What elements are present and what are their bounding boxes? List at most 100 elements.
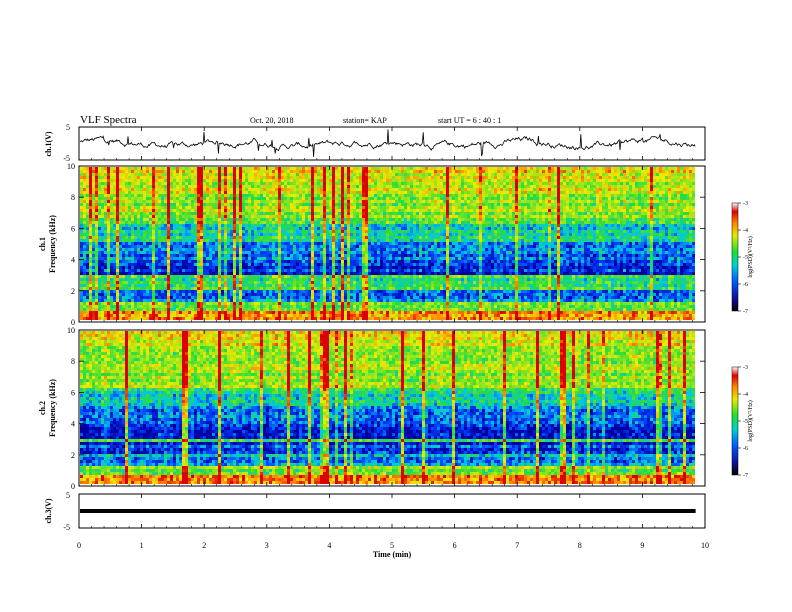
spectrogram-cell <box>164 185 167 188</box>
spectrogram-cell <box>389 218 392 221</box>
spectrogram-cell <box>152 236 155 239</box>
spectrogram-cell <box>665 203 668 206</box>
spectrogram-cell <box>140 209 143 212</box>
spectrogram-cell <box>524 173 527 176</box>
spectrogram-cell <box>599 167 602 170</box>
spectrogram-cell <box>557 185 560 188</box>
spectrogram-cell <box>407 194 410 197</box>
spectrogram-cell <box>245 200 248 203</box>
spectrogram-cell <box>572 179 575 182</box>
spectrogram-cell <box>614 227 617 230</box>
spectrogram-cell <box>146 203 149 206</box>
spectrogram-cell <box>365 182 368 185</box>
spectrogram-cell <box>425 203 428 206</box>
spectrogram-cell <box>590 203 593 206</box>
spectrogram-cell <box>158 185 161 188</box>
spectrogram-cell <box>488 188 491 191</box>
spectrogram-cell <box>179 191 182 194</box>
spectrogram-cell <box>269 221 272 224</box>
spectrogram-cell <box>326 176 329 179</box>
spectrogram-cell <box>101 221 104 224</box>
spectrogram-cell <box>677 230 680 233</box>
spectrogram-cell <box>95 194 98 197</box>
spectrogram-cell <box>317 200 320 203</box>
spectrogram-cell <box>548 203 551 206</box>
spectrogram-cell <box>326 233 329 236</box>
spectrogram-cell <box>353 227 356 230</box>
spectrogram-cell <box>338 167 341 170</box>
spectrogram-cell <box>413 221 416 224</box>
spectrogram-cell <box>662 215 665 218</box>
spectrogram-cell <box>488 191 491 194</box>
spectrogram-cell <box>383 197 386 200</box>
spectrogram-cell <box>299 179 302 182</box>
spectrogram-cell <box>449 212 452 215</box>
spectrogram-cell <box>659 227 662 230</box>
spectrogram-cell <box>530 176 533 179</box>
spectrogram-cell <box>461 179 464 182</box>
spectrogram-cell <box>689 224 692 227</box>
spectrogram-cell <box>626 212 629 215</box>
spectrogram-cell <box>104 236 107 239</box>
spectrogram-cell <box>335 233 338 236</box>
spectrogram-cell <box>263 236 266 239</box>
spectrogram-cell <box>260 191 263 194</box>
spectrogram-cell <box>296 206 299 209</box>
spectrogram-cell <box>95 233 98 236</box>
spectrogram-cell <box>614 197 617 200</box>
spectrogram-cell <box>197 227 200 230</box>
spectrogram-cell <box>536 233 539 236</box>
spectrogram-cell <box>86 188 89 191</box>
spectrogram-cell <box>143 170 146 173</box>
spectrogram-cell <box>569 188 572 191</box>
spectrogram-cell <box>443 227 446 230</box>
spectrogram-cell <box>404 215 407 218</box>
spectrogram-cell <box>323 233 326 236</box>
spectrogram-cell <box>395 203 398 206</box>
spectrogram-cell <box>422 236 425 239</box>
spectrogram-cell <box>512 215 515 218</box>
spectrogram-cell <box>578 170 581 173</box>
spectrogram-cell <box>554 218 557 221</box>
spectrogram-cell <box>512 191 515 194</box>
spectrogram-cell <box>368 221 371 224</box>
spectrogram-cell <box>158 179 161 182</box>
spectrogram-cell <box>179 188 182 191</box>
spectrogram-cell <box>305 197 308 200</box>
spectrogram-cell <box>662 200 665 203</box>
spectrogram-cell <box>302 176 305 179</box>
spectrogram-cell <box>518 209 521 212</box>
spectrogram-cell <box>572 206 575 209</box>
spectrogram-cell <box>188 200 191 203</box>
spectrogram-cell <box>137 230 140 233</box>
spectrogram-cell <box>596 215 599 218</box>
spectrogram-cell <box>149 218 152 221</box>
spectrogram-cell <box>554 197 557 200</box>
spectrogram-cell <box>251 203 254 206</box>
spectrogram-cell <box>596 182 599 185</box>
spectrogram-cell <box>302 221 305 224</box>
spectrogram-cell <box>254 191 257 194</box>
spectrogram-cell <box>197 197 200 200</box>
spectrogram-cell <box>308 173 311 176</box>
spectrogram-cell <box>98 167 101 170</box>
spectrogram-cell <box>350 182 353 185</box>
spectrogram-cell <box>212 227 215 230</box>
spectrogram-cell <box>209 170 212 173</box>
spectrogram-cell <box>305 182 308 185</box>
spectrogram-cell <box>269 209 272 212</box>
spectrogram-cell <box>428 227 431 230</box>
spectrogram-cell <box>521 173 524 176</box>
spectrogram-cell <box>179 176 182 179</box>
spectrogram-cell <box>182 191 185 194</box>
spectrogram-cell <box>344 233 347 236</box>
spectrogram-cell <box>233 224 236 227</box>
spectrogram-cell <box>161 227 164 230</box>
spectrogram-cell <box>656 194 659 197</box>
spectrogram-cell <box>536 209 539 212</box>
spectrogram-cell <box>512 218 515 221</box>
spectrogram-cell <box>500 179 503 182</box>
spectrogram-cell <box>683 209 686 212</box>
spectrogram-cell <box>287 197 290 200</box>
spectrogram-cell <box>293 197 296 200</box>
